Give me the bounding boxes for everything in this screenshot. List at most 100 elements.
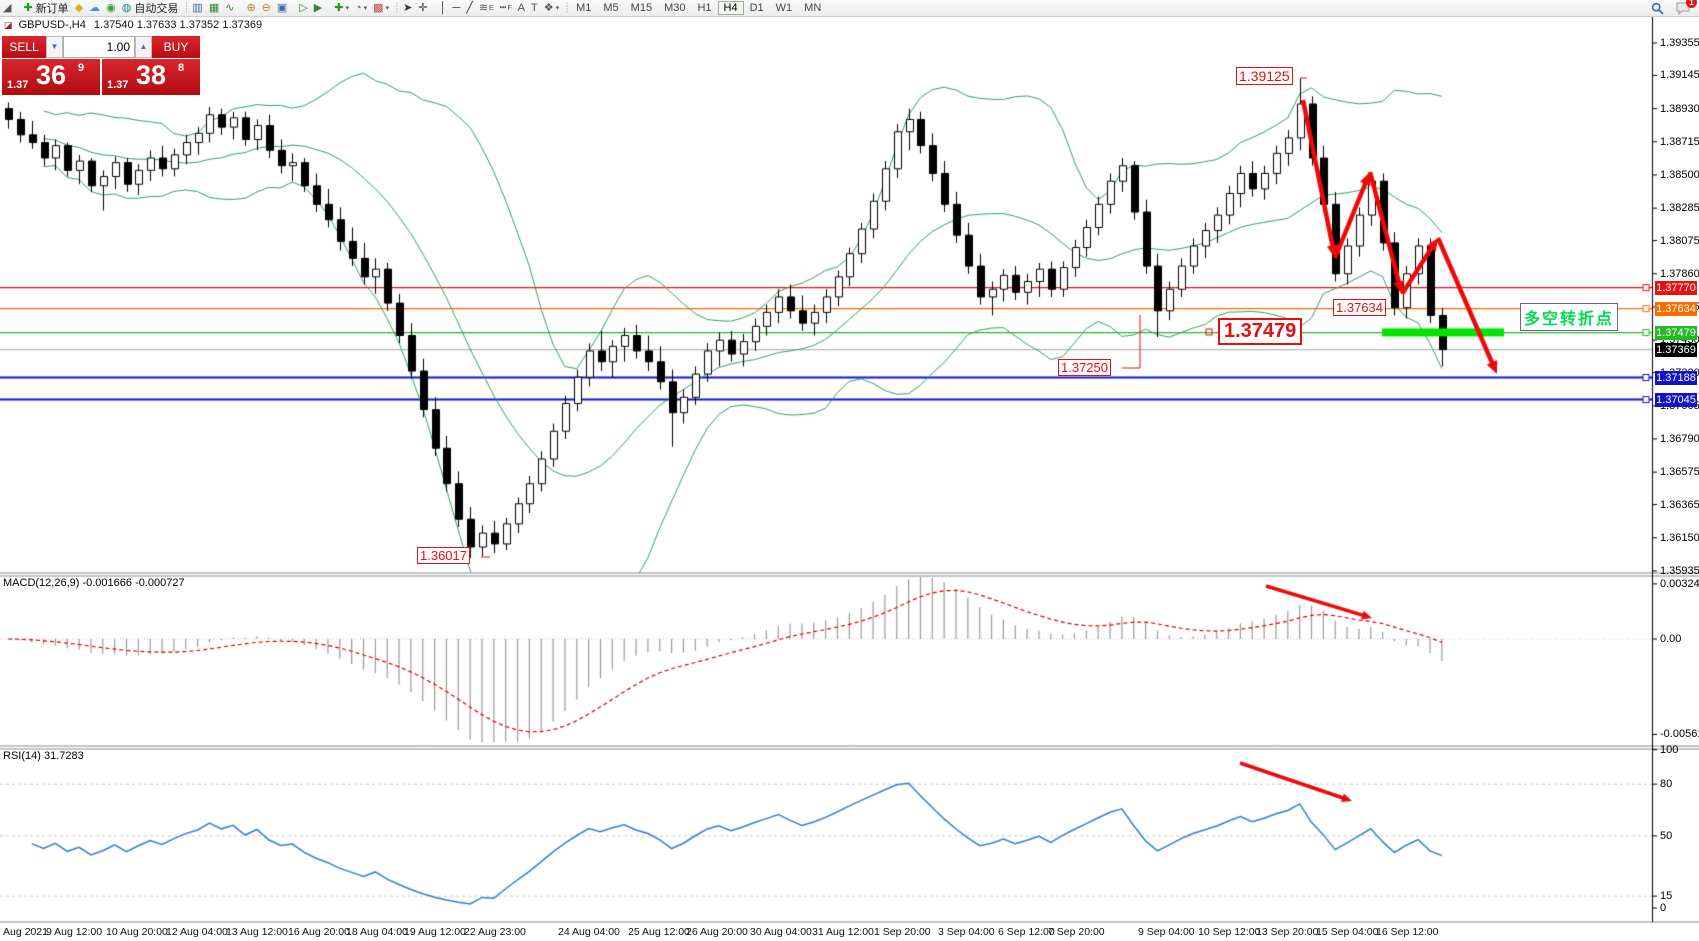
toolbar-drag-handle: ┊ bbox=[183, 2, 189, 14]
template-icon[interactable]: ▩ ▾ bbox=[373, 1, 390, 14]
new-chart-icon[interactable]: ✚ ▾ bbox=[334, 1, 349, 14]
time-axis-label: 18 Aug 04:00 bbox=[346, 926, 408, 938]
buy-price-big: 38 bbox=[136, 60, 167, 90]
current-price-badge: 1.37369 bbox=[1655, 342, 1697, 357]
trendline-icon[interactable]: ╱ bbox=[466, 1, 473, 14]
new-order-icon[interactable]: ✚ 新订单 bbox=[23, 1, 69, 16]
time-axis-label: 31 Aug 12:00 bbox=[812, 926, 874, 938]
timeframe-button-w1[interactable]: W1 bbox=[775, 2, 793, 14]
time-axis-label: 9 Aug 12:00 bbox=[46, 926, 103, 938]
price-axis-tick: 1.38715 bbox=[1660, 135, 1699, 148]
timeframe-button-m5[interactable]: M5 bbox=[603, 2, 619, 14]
notification-badge: 1 bbox=[1686, 0, 1697, 8]
timeframe-button-mn[interactable]: MN bbox=[804, 2, 822, 14]
chat-icon[interactable]: 1 bbox=[1673, 0, 1697, 16]
rsi-axis-tick: 15 bbox=[1660, 890, 1673, 903]
sell-price-tile[interactable]: 1.37 36 9 bbox=[2, 59, 100, 95]
price-axis-tick: 1.39355 bbox=[1660, 37, 1699, 49]
timeframe-button-m30[interactable]: M30 bbox=[664, 2, 686, 14]
time-axis-label: 26 Aug 20:00 bbox=[686, 926, 748, 938]
cursor-icon[interactable]: ➤ bbox=[403, 1, 413, 14]
price-axis-tick: 1.38500 bbox=[1660, 168, 1699, 181]
toolbar-drag-handle: ┊ bbox=[394, 2, 400, 14]
chart-symbol-icon: ◪ bbox=[4, 20, 13, 30]
arrows-icon[interactable]: ❖ ▾ bbox=[543, 1, 560, 14]
app-corner-icon[interactable]: ◢ bbox=[3, 1, 12, 14]
volume-input[interactable] bbox=[63, 36, 135, 58]
auto-scroll-icon[interactable]: ▶ bbox=[313, 1, 323, 14]
price-axis-tick: 1.35935 bbox=[1660, 564, 1699, 577]
line-chart-icon[interactable]: ∿ bbox=[225, 1, 235, 14]
price-axis-tick: 1.38930 bbox=[1660, 102, 1699, 115]
channel-icon[interactable]: ┅ F bbox=[499, 1, 512, 14]
signal-icon[interactable]: ◉ bbox=[106, 1, 116, 14]
time-axis-label: Aug 2021 bbox=[3, 926, 48, 938]
timeframe-button-h4[interactable]: H4 bbox=[717, 1, 744, 15]
buy-button[interactable]: BUY bbox=[152, 36, 200, 58]
timeframe-button-m1[interactable]: M1 bbox=[576, 2, 592, 14]
time-axis-label: 25 Aug 12:00 bbox=[628, 926, 690, 938]
price-axis-tick: 1.36790 bbox=[1660, 432, 1699, 445]
annotation-mid-level[interactable]: 1.37634 bbox=[1333, 299, 1386, 316]
annotation-peak-price[interactable]: 1.39125 bbox=[1236, 67, 1293, 85]
annotation-low-price[interactable]: 1.36017 bbox=[417, 547, 470, 564]
annotation-pivot-note[interactable]: 多空转折点 bbox=[1520, 303, 1619, 331]
main-toolbar: ◢ ✚ 新订单 ◆ ☁ ◉ ◍ 自动交易 ┊ ▥ ▦ ∿ ⊕ ⊖ ▣ ▷ ▶ ✚ ▾ ◔ ▾ ▩ ▾ ┊ ➤ ✛ │ ─ ╱ ≋ E ┅ F A T… bbox=[0, 0, 1699, 17]
timeframe-button-d1[interactable]: D1 bbox=[749, 2, 764, 14]
macd-axis-tick: 0.00 bbox=[1660, 633, 1682, 645]
rsi-axis-tick: 100 bbox=[1660, 743, 1679, 756]
bar-chart-icon[interactable]: ▥ bbox=[192, 1, 203, 14]
vline-icon[interactable]: │ bbox=[439, 1, 447, 14]
time-axis-label: 16 Aug 20:00 bbox=[288, 926, 350, 938]
one-click-trading-panel: SELL ▼ ▲ BUY 1.37 36 9 1.37 38 8 bbox=[2, 36, 200, 95]
cloud-icon[interactable]: ☁ bbox=[89, 1, 101, 14]
timeframe-button-h1[interactable]: H1 bbox=[697, 2, 712, 14]
chart-shift-icon[interactable]: ▷ bbox=[299, 1, 308, 14]
crosshair-icon[interactable]: ✛ bbox=[418, 1, 428, 14]
candle-chart-icon[interactable]: ▦ bbox=[208, 1, 220, 14]
time-axis-label: 15 Sep 04:00 bbox=[1316, 926, 1379, 938]
price-level-badge: 1.37045 bbox=[1655, 392, 1697, 407]
zoom-in-icon[interactable]: ⊕ bbox=[246, 1, 256, 14]
text-icon[interactable]: A bbox=[517, 1, 525, 14]
time-axis-label: 16 Sep 12:00 bbox=[1376, 926, 1439, 938]
time-axis-label: 24 Aug 04:00 bbox=[558, 926, 620, 938]
time-axis-label: 12 Aug 04:00 bbox=[166, 926, 228, 938]
label-icon[interactable]: T bbox=[530, 1, 538, 14]
styler-icon[interactable]: ◆ bbox=[74, 1, 84, 14]
macd-axis-tick: -0.005616 bbox=[1660, 728, 1699, 741]
period-icon[interactable]: ◔ ▾ bbox=[354, 1, 368, 14]
zoom-out-icon[interactable]: ⊖ bbox=[261, 1, 271, 14]
price-axis-tick: 1.37860 bbox=[1660, 267, 1699, 280]
time-axis-label: 7 Sep 20:00 bbox=[1048, 926, 1105, 938]
search-icon[interactable] bbox=[1648, 1, 1667, 16]
price-axis-tick: 1.36575 bbox=[1660, 466, 1699, 479]
time-axis-label: 9 Sep 04:00 bbox=[1138, 926, 1195, 938]
sell-button[interactable]: SELL bbox=[2, 36, 46, 58]
order-row: SELL ▼ ▲ BUY bbox=[2, 36, 200, 58]
timeframe-toolbar: M1 M5 M15 M30 H1 H4 D1 W1 MN bbox=[570, 1, 827, 15]
volume-up-button[interactable]: ▲ bbox=[135, 36, 152, 58]
rsi-axis-tick: 80 bbox=[1660, 778, 1673, 791]
fibo-icon[interactable]: ≋ E bbox=[478, 1, 494, 14]
autotrade-icon[interactable]: ◍ 自动交易 bbox=[121, 1, 179, 16]
time-axis-label: 3 Sep 04:00 bbox=[938, 926, 995, 938]
toolbar-drag-handle: ┊ bbox=[564, 2, 570, 14]
rsi-axis-tick: 50 bbox=[1660, 829, 1673, 842]
timeframe-button-m15[interactable]: M15 bbox=[630, 2, 653, 14]
sell-price-small: 1.37 bbox=[7, 79, 29, 91]
price-row: 1.37 36 9 1.37 38 8 bbox=[2, 59, 200, 95]
volume-down-button[interactable]: ▼ bbox=[46, 36, 63, 58]
chart-title: ◪ GBPUSD-,H4 1.37540 1.37633 1.37352 1.3… bbox=[4, 19, 262, 31]
annotation-pivot-level[interactable]: 1.37479 bbox=[1218, 318, 1303, 345]
macd-indicator-label: MACD(12,26,9) -0.001666 -0.000727 bbox=[3, 577, 185, 589]
annotation-support-level[interactable]: 1.37250 bbox=[1058, 359, 1111, 376]
hline-icon[interactable]: ─ bbox=[452, 1, 461, 14]
macd-axis-tick: 0.003243 bbox=[1660, 577, 1699, 590]
price-level-badge: 1.37634 bbox=[1655, 301, 1697, 316]
tile-windows-icon[interactable]: ▣ bbox=[276, 1, 288, 14]
sell-price-big: 36 bbox=[36, 60, 67, 90]
buy-price-tile[interactable]: 1.37 38 8 bbox=[102, 59, 200, 95]
